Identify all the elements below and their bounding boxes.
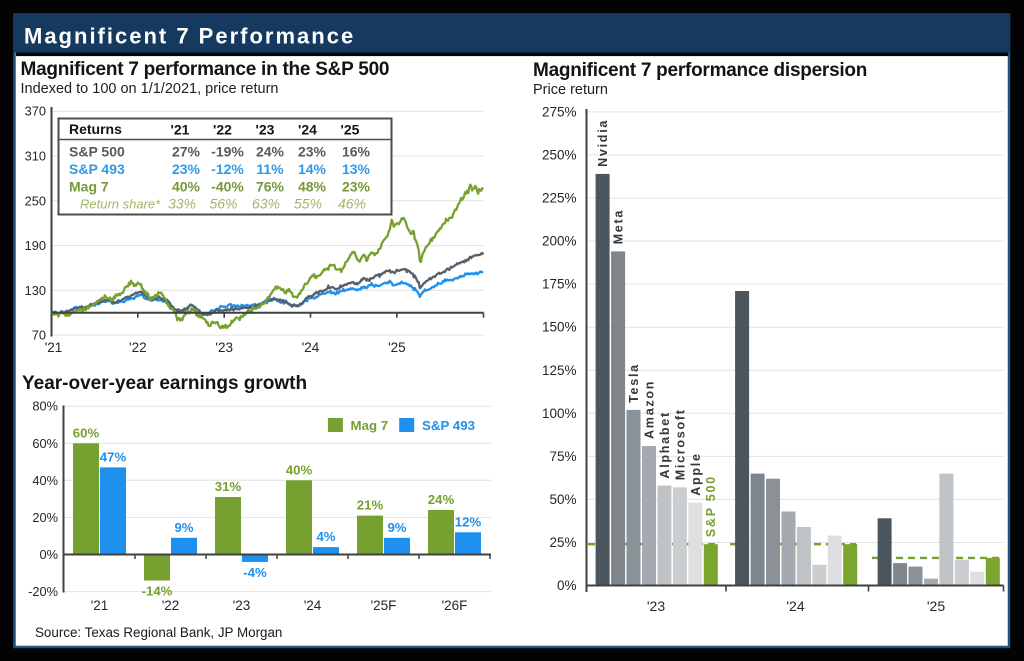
svg-text:33%: 33% bbox=[168, 196, 196, 212]
svg-text:-40%: -40% bbox=[211, 178, 244, 194]
svg-text:Alphabet: Alphabet bbox=[658, 411, 672, 478]
svg-text:23%: 23% bbox=[298, 144, 327, 160]
svg-text:'24: '24 bbox=[786, 598, 804, 614]
svg-text:25%: 25% bbox=[549, 535, 576, 550]
svg-text:40%: 40% bbox=[286, 462, 313, 477]
svg-text:23%: 23% bbox=[342, 178, 371, 194]
svg-text:'24: '24 bbox=[298, 122, 317, 138]
svg-text:'25: '25 bbox=[341, 122, 360, 138]
svg-text:'22: '22 bbox=[162, 598, 180, 613]
svg-text:55%: 55% bbox=[294, 196, 322, 212]
svg-text:'24: '24 bbox=[304, 598, 322, 613]
svg-text:46%: 46% bbox=[338, 196, 366, 212]
svg-text:24%: 24% bbox=[428, 492, 455, 507]
svg-text:275%: 275% bbox=[542, 104, 577, 119]
svg-text:Mag 7: Mag 7 bbox=[351, 418, 389, 433]
svg-text:S&P 493: S&P 493 bbox=[422, 418, 475, 433]
svg-text:200%: 200% bbox=[542, 234, 577, 249]
svg-text:47%: 47% bbox=[100, 449, 127, 464]
svg-text:Meta: Meta bbox=[612, 209, 626, 245]
svg-text:370: 370 bbox=[25, 104, 46, 119]
svg-text:S&P 493: S&P 493 bbox=[69, 161, 125, 177]
svg-text:Price return: Price return bbox=[533, 82, 608, 98]
svg-text:150%: 150% bbox=[542, 320, 577, 335]
svg-text:'21: '21 bbox=[91, 598, 109, 613]
svg-text:'25: '25 bbox=[388, 340, 406, 355]
svg-text:11%: 11% bbox=[256, 161, 284, 177]
svg-text:27%: 27% bbox=[172, 144, 201, 160]
svg-text:Apple: Apple bbox=[689, 452, 703, 495]
svg-text:12%: 12% bbox=[455, 514, 482, 529]
svg-text:Magnificent 7 performance in t: Magnificent 7 performance in the S&P 500 bbox=[21, 59, 390, 80]
svg-text:-14%: -14% bbox=[142, 584, 173, 599]
svg-text:'25: '25 bbox=[927, 598, 945, 614]
svg-text:Amazon: Amazon bbox=[643, 380, 657, 439]
svg-text:40%: 40% bbox=[32, 473, 58, 488]
svg-text:9%: 9% bbox=[174, 520, 193, 535]
svg-text:16%: 16% bbox=[342, 144, 371, 160]
svg-text:-12%: -12% bbox=[211, 161, 244, 177]
svg-text:40%: 40% bbox=[172, 178, 201, 194]
svg-text:Year-over-year earnings growth: Year-over-year earnings growth bbox=[22, 373, 307, 394]
svg-text:24%: 24% bbox=[256, 144, 285, 160]
svg-text:S&P 500: S&P 500 bbox=[69, 144, 125, 160]
svg-text:-20%: -20% bbox=[28, 584, 58, 599]
svg-text:'21: '21 bbox=[45, 340, 63, 355]
svg-text:'21: '21 bbox=[171, 122, 190, 138]
svg-text:Source: Texas Regional Bank, J: Source: Texas Regional Bank, JP Morgan bbox=[35, 625, 282, 640]
svg-text:0%: 0% bbox=[557, 578, 577, 593]
svg-text:70: 70 bbox=[32, 328, 46, 343]
svg-text:'22: '22 bbox=[129, 340, 147, 355]
svg-text:Tesla: Tesla bbox=[627, 363, 641, 403]
svg-text:-19%: -19% bbox=[211, 144, 244, 160]
svg-text:60%: 60% bbox=[32, 436, 58, 451]
svg-text:Microsoft: Microsoft bbox=[673, 408, 687, 480]
svg-text:48%: 48% bbox=[298, 178, 327, 194]
svg-text:'23: '23 bbox=[233, 598, 251, 613]
svg-text:Mag 7: Mag 7 bbox=[69, 178, 109, 194]
svg-text:190: 190 bbox=[25, 238, 46, 253]
svg-text:56%: 56% bbox=[209, 196, 237, 212]
svg-text:'24: '24 bbox=[302, 340, 320, 355]
svg-text:23%: 23% bbox=[172, 161, 201, 177]
svg-text:80%: 80% bbox=[32, 399, 58, 414]
svg-text:250: 250 bbox=[25, 193, 46, 208]
svg-text:130: 130 bbox=[25, 283, 46, 298]
svg-text:'25F: '25F bbox=[371, 598, 397, 613]
svg-text:75%: 75% bbox=[549, 449, 576, 464]
svg-text:Nvidia: Nvidia bbox=[596, 119, 610, 167]
svg-text:13%: 13% bbox=[342, 161, 371, 177]
svg-text:'23: '23 bbox=[215, 340, 233, 355]
svg-text:Indexed to 100 on 1/1/2021, pr: Indexed to 100 on 1/1/2021, price return bbox=[21, 81, 279, 97]
svg-text:4%: 4% bbox=[316, 529, 335, 544]
svg-text:Return share*: Return share* bbox=[80, 197, 161, 212]
svg-text:'23: '23 bbox=[647, 598, 665, 614]
svg-text:50%: 50% bbox=[549, 492, 576, 507]
svg-text:31%: 31% bbox=[215, 479, 242, 494]
svg-text:175%: 175% bbox=[542, 277, 577, 292]
svg-text:Returns: Returns bbox=[69, 121, 122, 137]
svg-text:310: 310 bbox=[25, 149, 46, 164]
svg-text:'26F: '26F bbox=[442, 598, 468, 613]
svg-text:Magnificent 7 performance disp: Magnificent 7 performance dispersion bbox=[533, 60, 867, 81]
svg-text:14%: 14% bbox=[298, 161, 327, 177]
svg-text:-4%: -4% bbox=[243, 565, 267, 580]
svg-text:21%: 21% bbox=[357, 498, 384, 513]
svg-text:0%: 0% bbox=[40, 547, 59, 562]
svg-text:125%: 125% bbox=[542, 363, 577, 378]
svg-text:S&P 500: S&P 500 bbox=[704, 475, 718, 537]
svg-text:250%: 250% bbox=[542, 148, 577, 163]
svg-text:63%: 63% bbox=[252, 196, 280, 212]
svg-text:9%: 9% bbox=[387, 520, 406, 535]
svg-text:60%: 60% bbox=[73, 425, 100, 440]
svg-text:100%: 100% bbox=[542, 406, 577, 421]
svg-text:'23: '23 bbox=[256, 122, 275, 138]
svg-text:225%: 225% bbox=[542, 191, 577, 206]
svg-text:Magnificent 7 Performance: Magnificent 7 Performance bbox=[24, 24, 355, 49]
svg-text:76%: 76% bbox=[256, 178, 285, 194]
svg-text:'22: '22 bbox=[213, 122, 232, 138]
svg-text:20%: 20% bbox=[32, 510, 58, 525]
